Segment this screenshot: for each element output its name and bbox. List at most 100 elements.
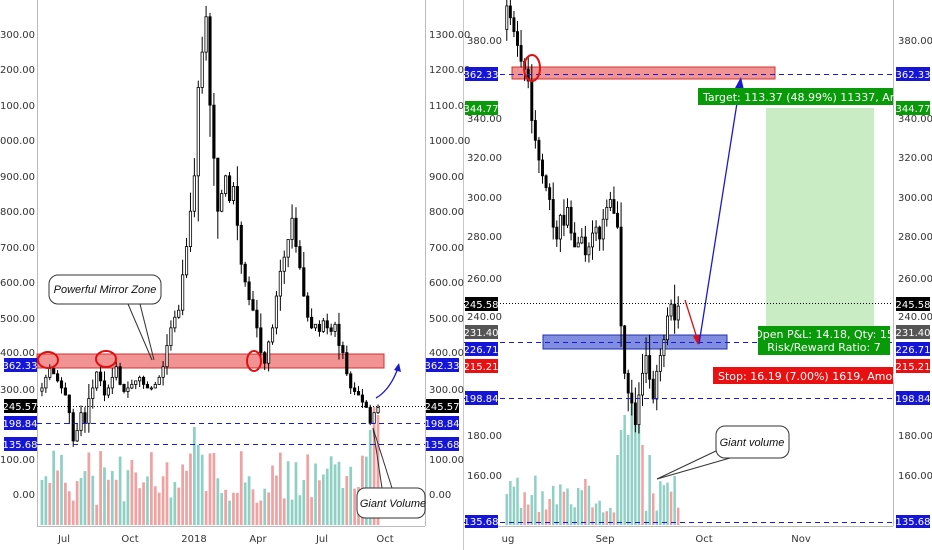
candle-bar bbox=[605, 206, 609, 220]
volume-bar bbox=[523, 492, 526, 525]
svg-text:Risk/Reward Ratio: 7: Risk/Reward Ratio: 7 bbox=[767, 341, 880, 354]
candle-bar bbox=[548, 187, 552, 200]
right-circle-marker bbox=[523, 54, 541, 82]
volume-bar bbox=[294, 462, 298, 525]
volume-bar bbox=[216, 478, 220, 525]
volume-bar bbox=[349, 466, 353, 525]
candle-bar bbox=[591, 232, 594, 248]
candle-bar bbox=[619, 226, 623, 327]
y-tick: 700.00 bbox=[429, 243, 464, 254]
right-badge-low bbox=[426, 437, 459, 451]
volume-bar bbox=[114, 479, 118, 525]
right-price-badges: 362.33 362.33 344.77 344.77 245.58 245.5… bbox=[464, 67, 931, 528]
volume-bar bbox=[235, 492, 239, 525]
candle-bar bbox=[161, 366, 165, 378]
volume-bar bbox=[587, 485, 591, 525]
x-tick: Oct bbox=[695, 534, 712, 545]
y-tick: 100.00 bbox=[429, 455, 464, 466]
svg-text:198.84: 198.84 bbox=[425, 419, 460, 430]
y-tick: 100.00 bbox=[0, 455, 35, 466]
svg-text:362.33: 362.33 bbox=[896, 70, 931, 81]
badge-entry bbox=[896, 342, 930, 356]
volume-bar bbox=[673, 475, 676, 525]
candle-bar bbox=[286, 239, 290, 258]
circle-marker bbox=[95, 350, 117, 368]
volume-bar bbox=[302, 479, 306, 525]
y-tick: 800.00 bbox=[0, 207, 35, 218]
volume-bar bbox=[185, 470, 188, 525]
candle-bar bbox=[130, 384, 134, 389]
mirror-zone-box bbox=[48, 274, 162, 305]
volume-bar bbox=[56, 470, 59, 525]
left-volume-bars bbox=[40, 407, 380, 525]
y-tick: 300.00 bbox=[898, 193, 932, 204]
badge-res bbox=[465, 67, 498, 81]
volume-bar bbox=[580, 490, 584, 525]
right-y-axis-left: 380.00 340.00 320.00 300.00 280.00 260.0… bbox=[467, 36, 502, 482]
candle-bar bbox=[541, 159, 544, 177]
candle-bar bbox=[598, 226, 602, 240]
volume-bar bbox=[157, 492, 161, 525]
volume-bar bbox=[341, 488, 345, 525]
volume-bar bbox=[224, 489, 227, 525]
volume-bar bbox=[142, 482, 145, 525]
candle-bar bbox=[149, 387, 153, 390]
volume-bar bbox=[251, 489, 255, 525]
volume-bar bbox=[333, 464, 337, 525]
y-tick: 1300.00 bbox=[0, 30, 35, 41]
candle-bar bbox=[75, 429, 79, 442]
volume-bar bbox=[329, 456, 333, 525]
candle-bar bbox=[263, 352, 267, 364]
badge-last bbox=[465, 297, 498, 311]
y-tick: 340.00 bbox=[898, 114, 932, 125]
y-tick: 1300.00 bbox=[429, 30, 470, 41]
y-tick: 280.00 bbox=[898, 232, 932, 243]
volume-bar bbox=[228, 500, 231, 525]
candle-bar bbox=[67, 394, 71, 414]
volume-bar bbox=[325, 468, 329, 525]
candle-bar bbox=[138, 376, 142, 382]
volume-bar bbox=[612, 512, 616, 525]
x-tick: Jul bbox=[57, 534, 70, 545]
volume-bar bbox=[208, 453, 212, 525]
volume-bar bbox=[537, 511, 541, 525]
candle-bar bbox=[662, 339, 666, 356]
candle-bar bbox=[655, 370, 659, 400]
y-tick: 320.00 bbox=[898, 153, 932, 164]
volume-bar bbox=[637, 425, 641, 525]
left-zones bbox=[36, 353, 385, 369]
candle-bar bbox=[630, 392, 634, 404]
svg-text:344.77: 344.77 bbox=[464, 104, 499, 115]
candle-bar bbox=[63, 387, 67, 396]
candle-bar bbox=[294, 217, 298, 247]
volume-bar bbox=[286, 461, 290, 525]
candle-bar bbox=[516, 31, 519, 46]
volume-bar bbox=[134, 472, 138, 525]
svg-text:215.21: 215.21 bbox=[896, 362, 931, 373]
circle-marker bbox=[37, 351, 59, 369]
candle-bar bbox=[587, 246, 591, 256]
volume-bar bbox=[110, 470, 114, 525]
candle-bar bbox=[255, 309, 259, 329]
volume-bar bbox=[576, 488, 580, 525]
candle-bar bbox=[329, 327, 333, 332]
badge-entry bbox=[465, 342, 498, 356]
y-tick: 300.00 bbox=[0, 385, 35, 396]
pnl-label-box bbox=[758, 326, 890, 355]
badge-stop bbox=[896, 359, 930, 373]
x-tick: 2018 bbox=[181, 534, 206, 545]
candle-bar bbox=[239, 224, 243, 265]
volume-bar bbox=[337, 461, 341, 525]
y-tick: 1200.00 bbox=[429, 65, 470, 76]
candle-bar bbox=[91, 387, 95, 399]
candle-bar bbox=[313, 323, 318, 329]
candle-bar bbox=[537, 139, 541, 161]
y-tick: 600.00 bbox=[0, 278, 35, 289]
volume-bar bbox=[659, 481, 662, 525]
volume-bar bbox=[321, 474, 325, 525]
volume-bar bbox=[146, 476, 149, 525]
y-tick: 500.00 bbox=[0, 314, 35, 325]
volume-bar bbox=[591, 507, 594, 525]
volume-bar bbox=[83, 471, 87, 525]
candle-bar bbox=[368, 406, 372, 424]
